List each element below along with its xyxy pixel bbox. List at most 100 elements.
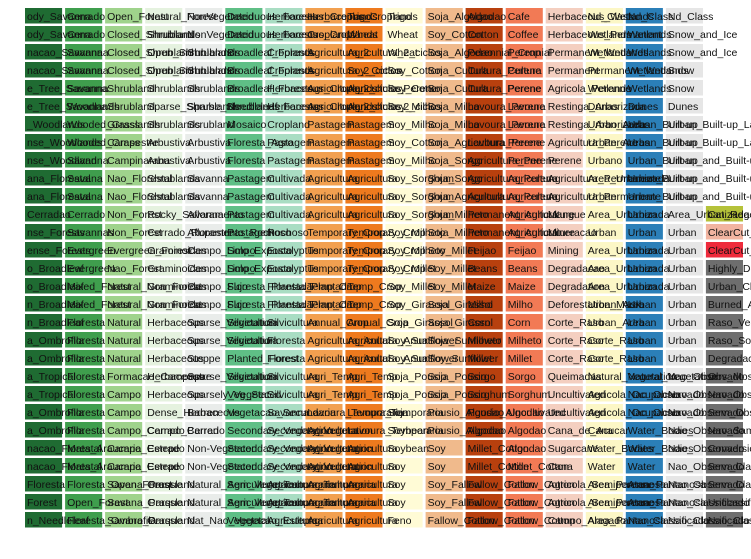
legend-label-c14-r18: Corte_Raso [588, 335, 644, 347]
legend-swatch-c7-r9 [305, 170, 343, 186]
legend-label-c1-r9: Savana [67, 173, 103, 185]
legend-label-c1-r14: Evergreen [67, 263, 116, 275]
legend-swatch-c5-r9 [225, 170, 263, 186]
legend-label-c3-r1: Shrublands [147, 29, 200, 41]
legend-swatch-c3-r17 [145, 314, 183, 330]
legend-label-c16-r10: Urban_and_Built-up [668, 191, 751, 203]
legend-label-c2-r10: Nao_Florestal [107, 191, 172, 203]
legend-swatch-c10-r3 [425, 62, 463, 78]
legend-label-c8-r16: Temp_Crop [347, 299, 401, 311]
legend-cells [25, 8, 743, 528]
legend-swatch-c16-r21 [665, 386, 703, 402]
legend-swatch-c17-r21 [705, 386, 743, 402]
legend-label-c17-r22: Sem_Observacao [708, 407, 751, 419]
legend-label-c16-r26: Nao_Observado [668, 479, 745, 491]
legend-label-c13-r21: Uncultivated [548, 389, 606, 401]
legend-swatch-c8-r22 [345, 404, 383, 420]
legend-swatch-c5-r25 [225, 458, 263, 474]
legend-label-c15-r24: Water_Bodies [628, 443, 694, 455]
legend-label-c13-r19: Corte_Raso [548, 353, 604, 365]
legend-label-c3-r22: Dense_Herbaceous [147, 407, 240, 419]
legend-swatch-c17-r13 [705, 242, 743, 258]
legend-swatch-c10-r17 [425, 314, 463, 330]
legend-label-c3-r13: Graminoides [147, 245, 207, 257]
legend-swatch-c0-r6 [25, 116, 63, 132]
legend-swatch-c15-r12 [625, 224, 663, 240]
legend-swatch-c12-r16 [505, 296, 543, 312]
legend-label-c14-r7: Urban_Areas [588, 137, 650, 149]
legend-label-c11-r24: Millet_Cotton [468, 443, 529, 455]
legend-swatch-c16-r26 [665, 476, 703, 492]
legend-swatch-c11-r27 [465, 494, 503, 510]
legend-swatch-c0-r25 [25, 458, 63, 474]
legend-label-c13-r23: Cana_de_Acucar [548, 425, 630, 437]
legend-swatch-c2-r10 [105, 188, 143, 204]
legend-label-c3-r15: Graminoides [147, 281, 207, 293]
legend-swatch-c4-r3 [185, 62, 223, 78]
legend-label-c3-r19: Herbaceous [147, 353, 204, 365]
legend-label-c6-r20: Silvicultura [267, 371, 318, 383]
legend-label-c4-r4: Shrublands [187, 83, 240, 95]
legend-label-c16-r8: Urban_and_Built-up [668, 155, 751, 167]
legend-swatch-c13-r17 [545, 314, 583, 330]
legend-swatch-c17-r19 [705, 350, 743, 366]
legend-label-c2-r6: Grasslands [107, 119, 160, 131]
legend-label-c2-r15: Natural_Non_Forest [107, 281, 202, 293]
legend-swatch-c7-r26 [305, 476, 343, 492]
legend-label-c8-r28: Agricultura [347, 515, 397, 527]
legend-swatch-c8-r5 [345, 98, 383, 114]
legend-swatch-c5-r15 [225, 278, 263, 294]
legend-label-c2-r20: Formacao_Campestre [107, 371, 212, 383]
legend-swatch-c4-r12 [185, 224, 223, 240]
legend-label-c10-r27: Soy_Fallow [428, 497, 483, 509]
legend-label-c13-r12: Mineracao [548, 227, 597, 239]
legend-label-c6-r17: Silvicultura [267, 317, 318, 329]
legend-swatch-c14-r11 [585, 206, 623, 222]
legend-swatch-c6-r14 [265, 260, 303, 276]
legend-swatch-c3-r27 [145, 494, 183, 510]
legend-label-c11-r10: Agricultura_Perene [468, 191, 558, 203]
legend-label-c10-r17: Soja_Girassol [428, 317, 493, 329]
legend-label-c15-r7: Urban_Built-up [628, 137, 698, 149]
legend-swatch-c17-r10 [705, 188, 743, 204]
legend-label-c6-r14: Eucalyptus [267, 263, 318, 275]
legend-swatch-c0-r2 [25, 44, 63, 60]
legend-label-c14-r27: Area_Pantanosa [588, 497, 666, 509]
legend-label-c3-r18: Herbaceous [147, 335, 204, 347]
legend-swatch-c4-r26 [185, 476, 223, 492]
legend-swatch-c16-r12 [665, 224, 703, 240]
legend-label-c1-r27: Open_Forest [67, 497, 128, 509]
legend-label-c8-r22: Lavoura_Temporaria [347, 407, 443, 419]
legend-swatch-c17-r24 [705, 440, 743, 456]
legend-label-c14-r24: Water_Bodies [588, 443, 654, 455]
legend-label-c3-r11: Rocky_Savanna [147, 209, 224, 221]
legend-label-c3-r26: Grassland [147, 479, 195, 491]
legend-swatch-c6-r3 [265, 62, 303, 78]
legend-swatch-c10-r2 [425, 44, 463, 60]
legend-swatch-c12-r22 [505, 404, 543, 420]
legend-label-c16-r18: Urban [668, 335, 697, 347]
legend-swatch-c3-r20 [145, 368, 183, 384]
legend-label-c17-r16: Burned_Area [708, 299, 751, 311]
legend-swatch-c0-r5 [25, 98, 63, 114]
legend-swatch-c11-r5 [465, 98, 503, 114]
legend-label-c15-r11: Urban [628, 209, 657, 221]
legend-swatch-c4-r17 [185, 314, 223, 330]
legend-swatch-c11-r0 [465, 8, 503, 24]
legend-label-c11-r4: Cultura_Perene [468, 83, 542, 95]
legend-label-c4-r14: Campo_Limpo [187, 263, 255, 275]
legend-swatch-c7-r4 [305, 80, 343, 96]
legend-swatch-c15-r25 [625, 458, 663, 474]
legend-label-c7-r22: Lavoura_Temporaria [307, 407, 403, 419]
legend-swatch-c10-r20 [425, 368, 463, 384]
legend-label-c11-r8: Agricultura_Perene [468, 155, 558, 167]
legend-swatch-c10-r4 [425, 80, 463, 96]
legend-swatch-c0-r17 [25, 314, 63, 330]
legend-label-c7-r6: Pastagem [307, 119, 355, 131]
legend-swatch-c6-r22 [265, 404, 303, 420]
legend-swatch-c1-r12 [65, 224, 103, 240]
legend-swatch-c12-r11 [505, 206, 543, 222]
legend-label-c11-r27: Fallow_Cotton [468, 497, 535, 509]
legend-label-c1-r23: Floresta [67, 425, 105, 437]
